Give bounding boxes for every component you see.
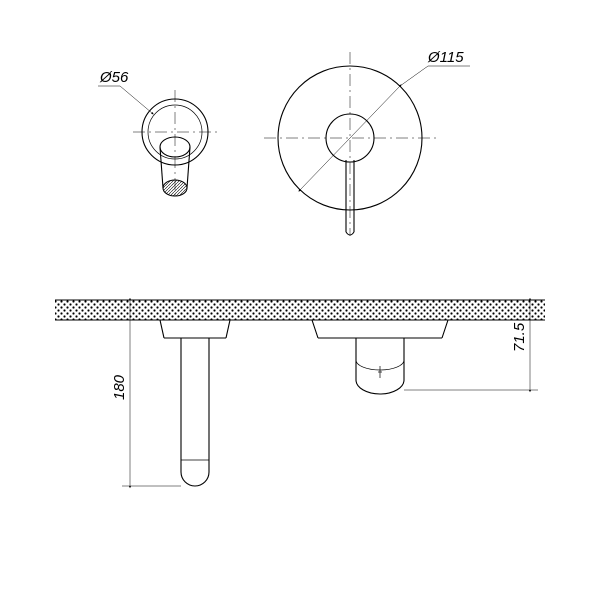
- technical-drawing: Ø56 Ø115: [0, 0, 600, 600]
- dim-180-label: 180: [111, 374, 128, 400]
- dimension-d115: Ø115: [400, 49, 470, 86]
- dim-d56-label: Ø56: [99, 69, 129, 86]
- dim-d115-label: Ø115: [427, 49, 464, 66]
- front-view-spout: [133, 90, 217, 200]
- wall-section: [55, 300, 545, 320]
- dimension-d56: Ø56: [98, 69, 152, 113]
- front-view-mixer: [264, 52, 436, 236]
- side-view-mixer: [312, 320, 448, 394]
- dimension-180: 180: [111, 300, 181, 486]
- side-view-spout: [160, 320, 230, 486]
- dim-71-label: 71.5: [511, 322, 528, 352]
